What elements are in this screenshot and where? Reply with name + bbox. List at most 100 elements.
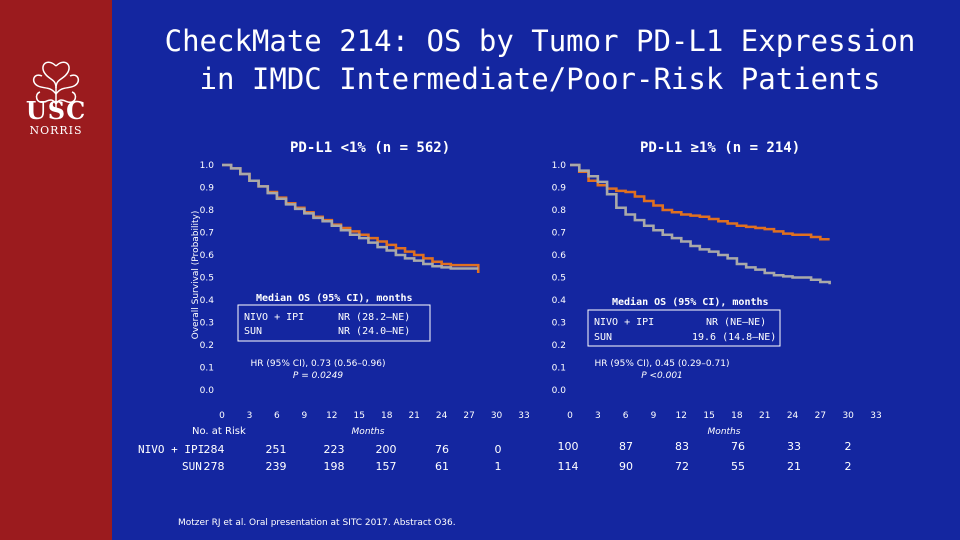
right-x-tick-label: 24 [787, 411, 799, 421]
right-x-tick-label: 6 [623, 411, 629, 421]
title-line-2: in IMDC Intermediate/Poor-Risk Patients [199, 62, 881, 96]
left-x-tick-label: 9 [301, 411, 307, 421]
left-atrisk-arm-2: SUN [182, 460, 202, 473]
right-hr-line-1: HR (95% CI), 0.45 (0.29–0.71) [595, 359, 730, 369]
right-median-arm-1: NIVO + IPI [594, 317, 654, 328]
right-atrisk-sun-5: 2 [844, 460, 852, 473]
left-y-tick-label: 0.6 [200, 251, 215, 261]
left-atrisk-sun-1: 239 [265, 460, 287, 473]
left-y-tick-label: 0.4 [200, 296, 215, 306]
right-median-value-1: NR (NE–NE) [706, 317, 766, 328]
left-atrisk-nivo-0: 284 [203, 443, 225, 456]
right-atrisk-nivo-1: 87 [619, 440, 633, 453]
right-x-tick-label: 3 [595, 411, 601, 421]
left-x-tick-label: 33 [518, 411, 529, 421]
left-y-tick-label: 0.8 [200, 206, 215, 216]
left-atrisk-arm-1: NIVO + IPI [138, 443, 205, 456]
left-y-tick-label: 0.0 [200, 386, 215, 396]
right-atrisk-nivo-0: 100 [557, 440, 579, 453]
right-atrisk-sun-1: 90 [619, 460, 633, 473]
right-y-tick-label: 0.7 [552, 229, 566, 239]
right-y-tick-label: 0.1 [552, 364, 566, 374]
right-median-value-2: 19.6 (14.8–NE) [692, 332, 776, 343]
right-x-axis-label: Months [708, 427, 741, 437]
logo-norris-text: NORRIS [29, 124, 83, 137]
left-y-tick-label: 0.9 [200, 184, 215, 194]
left-hr-line-1: HR (95% CI), 0.73 (0.56–0.96) [251, 359, 386, 369]
right-atrisk-sun-2: 72 [675, 460, 689, 473]
right-atrisk-sun-4: 21 [787, 460, 801, 473]
left-y-tick-label: 0.2 [200, 341, 214, 351]
right-y-tick-label: 0.6 [552, 251, 567, 261]
left-atrisk-nivo-5: 0 [494, 443, 502, 456]
left-atrisk-nivo-4: 76 [435, 443, 449, 456]
right-median-arm-2: SUN [594, 332, 612, 343]
right-y-tick-label: 0.4 [552, 296, 567, 306]
right-x-tick-label: 27 [815, 411, 826, 421]
right-atrisk-sun-0: 114 [557, 460, 579, 473]
left-x-tick-label: 12 [326, 411, 337, 421]
right-atrisk-nivo-3: 76 [731, 440, 745, 453]
left-x-tick-label: 30 [491, 411, 503, 421]
title-line-1: CheckMate 214: OS by Tumor PD-L1 Express… [164, 24, 916, 58]
left-x-tick-label: 15 [354, 411, 365, 421]
right-series-nivo-ipi [570, 163, 830, 241]
left-panel-title: PD-L1 <1% (n = 562) [290, 140, 451, 156]
right-x-tick-label: 33 [870, 411, 881, 421]
right-x-tick-label: 18 [731, 411, 743, 421]
left-y-tick-label: 0.3 [200, 319, 214, 329]
right-y-tick-label: 1.0 [552, 161, 567, 171]
left-y-tick-label: 0.7 [200, 229, 214, 239]
logo-usc-text: USC [25, 96, 87, 125]
slide-background [112, 0, 960, 540]
left-atrisk-sun-3: 157 [375, 460, 397, 473]
left-y-tick-label: 0.5 [200, 274, 214, 284]
right-atrisk-sun-3: 55 [731, 460, 745, 473]
right-x-tick-label: 30 [842, 411, 854, 421]
left-atrisk-sun-4: 61 [435, 460, 449, 473]
right-x-tick-label: 9 [651, 411, 657, 421]
left-x-tick-label: 21 [408, 411, 419, 421]
left-hr-line-2: P = 0.0249 [293, 371, 343, 381]
right-y-tick-label: 0.2 [552, 341, 566, 351]
left-x-tick-label: 27 [463, 411, 474, 421]
right-atrisk-nivo-5: 2 [844, 440, 852, 453]
right-y-tick-label: 0.5 [552, 274, 566, 284]
left-series-nivo-ipi [222, 163, 480, 273]
left-x-tick-label: 24 [436, 411, 448, 421]
sidebar: USC NORRIS [0, 0, 112, 540]
right-series-sun [570, 163, 831, 285]
left-series-sun [222, 163, 479, 270]
left-y-tick-label: 0.1 [200, 364, 214, 374]
footnote: Motzer RJ et al. Oral presentation at SI… [178, 518, 456, 528]
left-atrisk-sun-5: 1 [494, 460, 502, 473]
right-median-box: Median OS (95% CI), months NIVO + IPI NR… [587, 296, 781, 347]
right-panel-title: PD-L1 ≥1% (n = 214) [640, 140, 801, 156]
right-y-tick-label: 0.3 [552, 319, 566, 329]
left-x-tick-label: 3 [247, 411, 253, 421]
right-y-tick-label: 0.9 [552, 184, 567, 194]
left-median-arm-1: NIVO + IPI [244, 312, 304, 323]
left-atrisk-sun-0: 278 [203, 460, 225, 473]
right-x-tick-label: 15 [703, 411, 714, 421]
left-median-box: Median OS (95% CI), months NIVO + IPI NR… [237, 292, 431, 342]
right-hr-line-2: P <0.001 [641, 371, 683, 381]
right-x-tick-label: 0 [567, 411, 573, 421]
usc-norris-logo-icon [32, 61, 80, 112]
right-x-tick-label: 21 [759, 411, 770, 421]
y-axis-label: Overall Survival (Probability) [191, 211, 201, 340]
left-atrisk-nivo-3: 200 [375, 443, 397, 456]
left-x-tick-label: 0 [219, 411, 225, 421]
left-atrisk-sun-2: 198 [323, 460, 345, 473]
left-median-value-2: NR (24.0–NE) [338, 326, 410, 337]
right-y-tick-label: 0.8 [552, 206, 567, 216]
left-atrisk-nivo-1: 251 [265, 443, 287, 456]
right-y-tick-label: 0.0 [552, 386, 567, 396]
right-x-tick-label: 12 [676, 411, 687, 421]
left-x-axis-label: Months [352, 427, 385, 437]
left-x-tick-label: 18 [381, 411, 393, 421]
left-chart: 1.0 0.9 0.8 0.7 0.6 0.5 0.4 0.3 0.2 0.1 0.0 0 3 6 9 12 1… [200, 161, 530, 421]
left-median-value-1: NR (28.2–NE) [338, 312, 410, 323]
left-median-arm-2: SUN [244, 326, 262, 337]
